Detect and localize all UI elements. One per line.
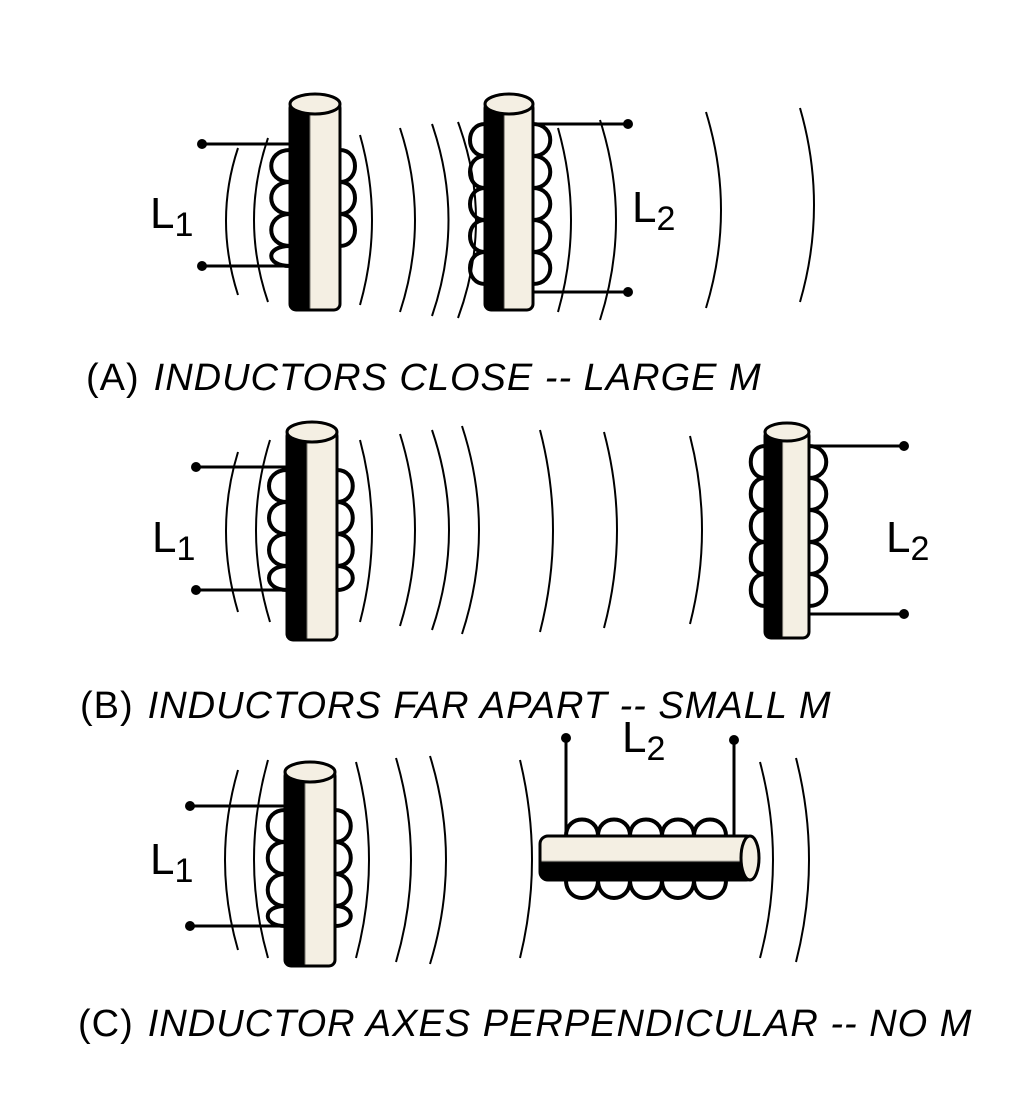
panel-c: L1: [78, 713, 972, 1045]
field-lines-c: [224, 755, 810, 965]
winding-l1-b: [267, 468, 355, 592]
inductor-l1-c: L1: [150, 760, 353, 968]
terminal-dot: [197, 139, 207, 149]
panel-b: L1: [80, 420, 929, 727]
inductor-l1-a: L1: [150, 92, 357, 312]
terminal-dot: [185, 801, 195, 811]
core-l1-b: [285, 428, 339, 642]
label-l2-a: L2: [632, 183, 675, 238]
winding-l2-a: [468, 122, 553, 286]
inductor-l2-b: L2: [748, 421, 929, 640]
inductor-l2-c: L2: [538, 713, 761, 900]
label-l2-b: L2: [886, 513, 929, 568]
core-l1-c: [283, 768, 337, 968]
leads-l2-b: [809, 444, 904, 616]
terminal-dot: [899, 609, 909, 619]
leads-l2-a: [533, 122, 628, 294]
label-l1-b: L1: [152, 513, 195, 568]
terminal-dot: [623, 287, 633, 297]
core-l1-a: [288, 100, 342, 312]
terminal-dot: [623, 119, 633, 129]
leads-l1-b: [196, 465, 287, 592]
field-lines-a: [225, 107, 815, 321]
panel-a: L1: [86, 92, 815, 399]
terminal-dot: [561, 733, 571, 743]
leads-l2-c: [564, 738, 736, 836]
winding-l2-c: [564, 817, 728, 900]
leads-l1-c: [190, 804, 285, 928]
terminal-dot: [185, 921, 195, 931]
terminal-dot: [899, 441, 909, 451]
label-l2-c: L2: [622, 713, 665, 768]
winding-l1-c: [265, 808, 353, 928]
inductor-l1-b: L1: [152, 420, 355, 642]
core-l2-a: [483, 100, 535, 312]
core-l2-b: [763, 428, 811, 640]
caption-a: (A) INDUCTORS CLOSE -- LARGE M: [86, 357, 762, 399]
winding-l2-b: [748, 444, 829, 608]
caption-c: (C) INDUCTOR AXES PERPENDICULAR -- NO M: [78, 1003, 972, 1045]
label-l1-c: L1: [150, 835, 193, 890]
leads-l1-a: [202, 142, 290, 268]
terminal-dot: [729, 735, 739, 745]
caption-b: (B) INDUCTORS FAR APART -- SMALL M: [80, 685, 832, 727]
inductor-l2-a: L2: [468, 92, 675, 312]
terminal-dot: [191, 585, 201, 595]
label-l1-a: L1: [150, 189, 193, 244]
field-lines-b: [225, 425, 703, 635]
core-l2-c: [538, 834, 756, 882]
terminal-dot: [197, 261, 207, 271]
terminal-dot: [191, 462, 201, 472]
